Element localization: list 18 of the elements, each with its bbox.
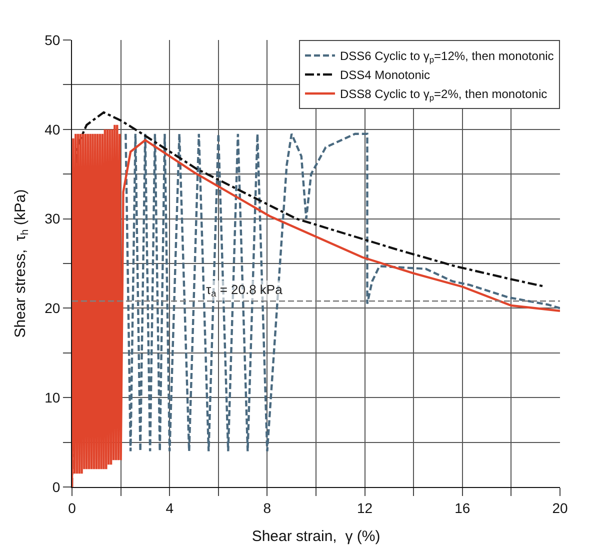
- y-tick-label: 50: [44, 32, 60, 48]
- y-tick-label: 20: [44, 300, 60, 316]
- line-series: [124, 132, 560, 452]
- y-tick-label: 30: [44, 210, 60, 227]
- legend-label: DSS4 Monotonic: [340, 68, 430, 82]
- y-tick-label: 0: [52, 478, 60, 495]
- legend-label: DSS6 Cyclic to γ$_{p}$=12%, then monotonic: [340, 49, 554, 65]
- y-tick-label: 10: [44, 390, 60, 406]
- ref-line-label: τ$_{a}$ = 20.8 kPa: [206, 282, 284, 299]
- y-tick-label: 40: [44, 121, 60, 138]
- x-axis-title: Shear strain, γ (%): [252, 528, 380, 545]
- x-tick-label: 16: [454, 500, 470, 516]
- x-tick-label: 8: [263, 500, 272, 516]
- x-tick-label: 0: [68, 500, 76, 516]
- x-tick-label: 12: [357, 500, 373, 516]
- legend-label: DSS8 Cyclic to γ$_{p}$=2%, then monotonic: [340, 87, 548, 103]
- x-tick-label: 20: [552, 500, 568, 516]
- x-tick-label: 4: [166, 500, 174, 516]
